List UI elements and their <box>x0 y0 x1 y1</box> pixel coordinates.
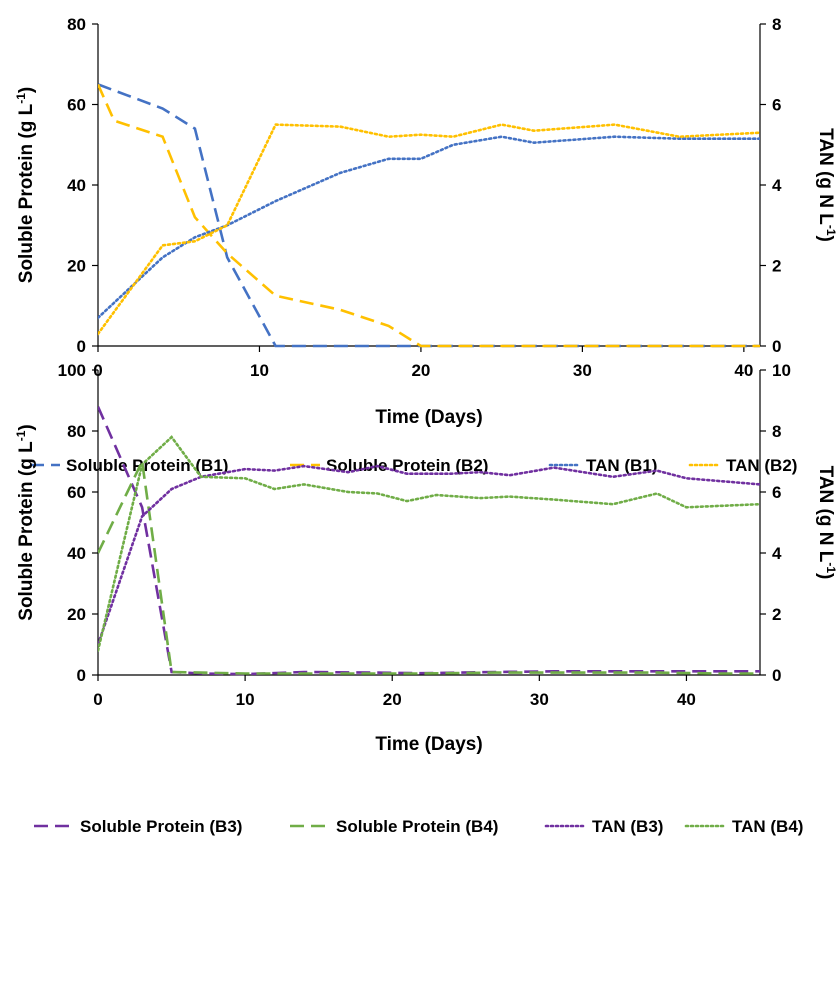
legend-label: TAN (B2) <box>726 456 797 475</box>
x-axis-title: Time (Days) <box>375 407 482 428</box>
legend-label: TAN (B4) <box>732 817 803 836</box>
y-tick-label: 40 <box>67 544 86 563</box>
y-axis-title: Soluble Protein (g L-1) <box>14 424 37 620</box>
y2-tick-label: 10 <box>772 361 791 380</box>
series-line-soluble-protein-b3- <box>98 406 760 676</box>
y-tick-label: 0 <box>77 337 86 356</box>
x-tick-label: 20 <box>383 690 402 709</box>
series-line-soluble-protein-b1- <box>98 83 760 348</box>
series-line-soluble-protein-b4- <box>98 457 760 675</box>
y-axis-title-sup: -1 <box>14 93 28 104</box>
y-axis-title: Soluble Protein (g L-1) <box>14 87 37 283</box>
series-line-soluble-protein-b2- <box>98 83 760 348</box>
x-tick-label: 20 <box>411 361 430 380</box>
series-line-tan-b3- <box>98 464 760 646</box>
y2-tick-label: 8 <box>772 15 781 34</box>
series-line-tan-b1- <box>98 135 760 320</box>
y2-tick-label: 2 <box>772 257 781 276</box>
y-axis-title-main: Soluble Protein (g L <box>16 441 37 621</box>
legend-label: TAN (B3) <box>592 817 663 836</box>
y-tick-label: 60 <box>67 96 86 115</box>
y-axis-title-sup: -1 <box>14 430 28 441</box>
y2-tick-label: 4 <box>772 176 782 195</box>
x-tick-label: 10 <box>250 361 269 380</box>
y2-tick-label: 0 <box>772 666 781 685</box>
y-axis-title-main: Soluble Protein (g L <box>16 103 37 283</box>
x-axis-title: Time (Days) <box>375 734 482 755</box>
y-tick-label: 20 <box>67 257 86 276</box>
x-tick-label: 40 <box>734 361 753 380</box>
y2-tick-label: 6 <box>772 483 781 502</box>
legend-label: TAN (B1) <box>586 456 657 475</box>
x-tick-label: 30 <box>530 690 549 709</box>
y2-axis-title-sup: -1 <box>824 562 838 573</box>
x-tick-label: 10 <box>236 690 255 709</box>
y2-axis-title-sup: -1 <box>824 225 838 236</box>
y2-axis-title-end: ) <box>815 236 836 242</box>
x-tick-label: 40 <box>677 690 696 709</box>
legend-label: Soluble Protein (B4) <box>336 817 498 836</box>
y2-tick-label: 0 <box>772 337 781 356</box>
series-line-tan-b2- <box>98 123 760 336</box>
y-axis-title-end: ) <box>16 424 37 430</box>
y2-axis-title: TAN (g N L-1) <box>815 128 838 242</box>
y-tick-label: 0 <box>77 666 86 685</box>
y2-tick-label: 8 <box>772 422 781 441</box>
y2-axis-title-end: ) <box>815 573 836 579</box>
y-tick-label: 80 <box>67 15 86 34</box>
y-tick-label: 80 <box>67 422 86 441</box>
y2-axis-title-main: TAN (g N L <box>815 128 836 225</box>
y-tick-label: 100 <box>58 361 86 380</box>
y-tick-label: 20 <box>67 605 86 624</box>
y-axis-title-end: ) <box>16 87 37 93</box>
chart-1: 0 20 40 60 80 0 2 4 6 80 10 20 30 40 Time (Days) Solubl… <box>14 15 838 475</box>
y2-axis-title-main: TAN (g N L <box>815 466 836 563</box>
y-tick-label: 60 <box>67 483 86 502</box>
x-tick-label: 0 <box>93 690 102 709</box>
legend-label: Soluble Protein (B1) <box>66 456 228 475</box>
series-line-tan-b4- <box>98 435 760 652</box>
legend-label: Soluble Protein (B3) <box>80 817 242 836</box>
y2-tick-label: 2 <box>772 605 781 624</box>
y-tick-label: 40 <box>67 176 86 195</box>
legend-label: Soluble Protein (B2) <box>326 456 488 475</box>
y2-axis-title: TAN (g N L-1) <box>815 466 838 580</box>
x-tick-label: 30 <box>573 361 592 380</box>
y2-tick-label: 6 <box>772 96 781 115</box>
y2-tick-label: 4 <box>772 544 782 563</box>
